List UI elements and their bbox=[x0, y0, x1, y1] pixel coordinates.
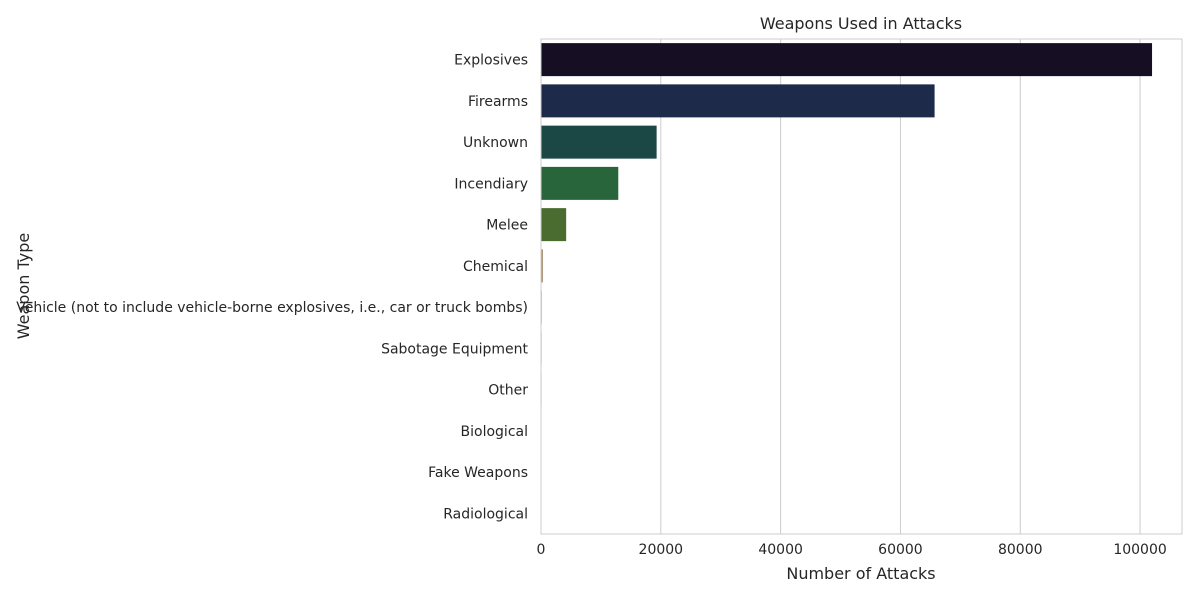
bar bbox=[541, 208, 567, 242]
x-tick-label: 20000 bbox=[639, 542, 684, 558]
y-tick-label: Biological bbox=[461, 424, 528, 440]
bar bbox=[541, 125, 657, 159]
bar bbox=[541, 84, 935, 118]
x-tick-label: 100000 bbox=[1113, 542, 1166, 558]
y-tick-label: Other bbox=[488, 383, 528, 399]
y-axis-label: Weapon Type bbox=[14, 233, 33, 339]
bar bbox=[541, 166, 619, 200]
x-tick-label: 0 bbox=[537, 542, 546, 558]
y-tick-label: Firearms bbox=[468, 94, 528, 110]
y-tick-labels: Explosives Firearms Unknown Incendiary Melee… bbox=[16, 53, 528, 523]
x-tick-label: 40000 bbox=[758, 542, 803, 558]
x-tick-label: 80000 bbox=[998, 542, 1043, 558]
y-tick-label: Radiological bbox=[443, 506, 528, 522]
y-tick-label: Fake Weapons bbox=[428, 465, 528, 481]
x-tick-labels: 0 20000 40000 60000 80000 100000 bbox=[537, 542, 1167, 558]
chart-title: Weapons Used in Attacks bbox=[760, 14, 962, 33]
x-tick-label: 60000 bbox=[878, 542, 923, 558]
plot-frame bbox=[540, 38, 1183, 535]
bar bbox=[541, 249, 543, 283]
y-tick-label: Chemical bbox=[463, 259, 528, 275]
y-tick-label: Melee bbox=[486, 218, 528, 234]
bars bbox=[541, 43, 1153, 530]
bar bbox=[541, 43, 1153, 77]
y-tick-label: Explosives bbox=[454, 53, 528, 69]
y-tick-label: Incendiary bbox=[454, 176, 528, 192]
x-axis-label: Number of Attacks bbox=[786, 564, 935, 583]
y-tick-label: Sabotage Equipment bbox=[381, 341, 528, 357]
y-tick-label: Unknown bbox=[463, 135, 528, 151]
y-tick-label: Vehicle (not to include vehicle-borne ex… bbox=[16, 300, 528, 316]
